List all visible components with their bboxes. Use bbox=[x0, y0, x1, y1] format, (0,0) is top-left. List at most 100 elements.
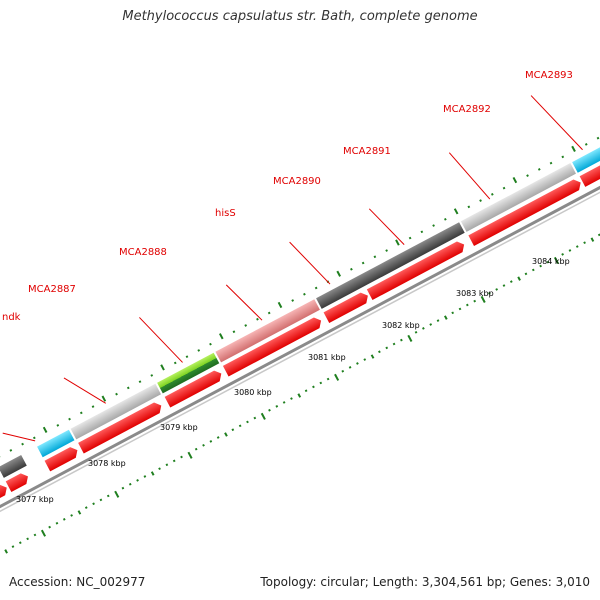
leader-line bbox=[139, 317, 183, 363]
gene-segment[interactable] bbox=[316, 222, 465, 309]
scale-tick bbox=[143, 475, 147, 478]
outer-tick bbox=[291, 299, 295, 302]
outer-tick bbox=[256, 317, 259, 321]
kbp-label: 3078 kbp bbox=[88, 459, 126, 468]
gene-segment[interactable] bbox=[460, 163, 576, 232]
scale-tick bbox=[128, 482, 132, 486]
scale-tick bbox=[422, 327, 425, 330]
gene-label-mca2890[interactable]: MCA2890 bbox=[273, 176, 321, 187]
cds-arrow[interactable] bbox=[44, 445, 81, 472]
kbp-label: 3081 kbp bbox=[308, 353, 346, 362]
scale-tick bbox=[84, 506, 88, 509]
scale-tick bbox=[55, 521, 59, 525]
cds-arrow[interactable] bbox=[78, 400, 164, 454]
scale-tick bbox=[385, 346, 389, 350]
scale-tick bbox=[539, 264, 542, 268]
outer-tick bbox=[561, 155, 565, 159]
genome-backbone-inner bbox=[0, 123, 600, 539]
cds-arrow[interactable] bbox=[468, 177, 583, 246]
outer-tick bbox=[443, 217, 447, 221]
scale-tick bbox=[348, 366, 352, 369]
gene-label-mca2892[interactable]: MCA2892 bbox=[443, 104, 491, 115]
gene-label-mca2891[interactable]: MCA2891 bbox=[343, 146, 391, 157]
outer-tick bbox=[32, 436, 36, 440]
scale-tick bbox=[378, 350, 381, 354]
cds-arrow[interactable] bbox=[323, 290, 371, 323]
cds-arrow[interactable] bbox=[5, 471, 31, 492]
scale-tick bbox=[136, 479, 139, 482]
label-leaders bbox=[2, 95, 583, 442]
scale-tick bbox=[407, 334, 413, 342]
outer-tick bbox=[490, 192, 494, 196]
page-title: Methylococcus capsulatus str. Bath, comp… bbox=[122, 9, 478, 24]
scale-tick-row bbox=[4, 233, 600, 554]
scale-tick bbox=[553, 256, 559, 265]
scale-tick bbox=[312, 385, 315, 389]
outer-tick bbox=[314, 286, 318, 290]
scale-tick bbox=[216, 436, 220, 439]
kbp-label: 3084 kbp bbox=[532, 257, 570, 266]
outer-tick bbox=[432, 224, 435, 227]
cds-arrow[interactable] bbox=[0, 482, 10, 505]
scale-tick bbox=[268, 408, 271, 412]
scale-tick bbox=[121, 486, 125, 490]
cds-track bbox=[0, 150, 600, 505]
kbp-label: 3080 kbp bbox=[234, 388, 272, 397]
scale-tick bbox=[187, 451, 193, 459]
gene-label-ndk[interactable]: ndk bbox=[2, 312, 21, 323]
outer-tick bbox=[584, 143, 588, 146]
cds-arrow[interactable] bbox=[222, 315, 324, 377]
gene-labels: ndk MCA2887 MCA2888 hisS MCA2890 MCA2891… bbox=[2, 70, 573, 323]
scale-tick bbox=[202, 443, 205, 447]
outer-tick bbox=[218, 333, 224, 340]
scale-tick bbox=[517, 276, 521, 281]
scale-tick bbox=[561, 253, 564, 256]
gene-segment[interactable] bbox=[70, 383, 161, 440]
genome-backbone bbox=[0, 119, 600, 536]
scale-tick bbox=[253, 416, 257, 420]
scale-tick bbox=[180, 455, 183, 459]
cds-arrow[interactable] bbox=[366, 239, 467, 300]
cds-arrow[interactable] bbox=[164, 368, 224, 408]
gene-segment[interactable] bbox=[572, 136, 600, 173]
scale-tick bbox=[392, 342, 396, 346]
leader-line bbox=[2, 432, 36, 442]
gene-label-hiss[interactable]: hisS bbox=[215, 208, 236, 219]
outer-tick bbox=[479, 199, 482, 202]
outer-tick bbox=[244, 324, 248, 327]
accession-text: Accession: NC_002977 bbox=[9, 575, 146, 589]
scale-tick bbox=[451, 311, 455, 315]
gene-segment[interactable] bbox=[0, 455, 27, 478]
gene-label-mca2888[interactable]: MCA2888 bbox=[119, 247, 167, 258]
scale-tick bbox=[172, 459, 176, 463]
outer-tick bbox=[467, 205, 471, 209]
gene-label-mca2893[interactable]: MCA2893 bbox=[525, 70, 573, 81]
scale-tick bbox=[341, 369, 345, 373]
scale-tick bbox=[231, 428, 235, 432]
cds-arrow[interactable] bbox=[579, 150, 600, 187]
scale-tick bbox=[334, 373, 340, 381]
outer-tick bbox=[596, 136, 600, 140]
scale-tick bbox=[414, 330, 418, 334]
outer-tick bbox=[549, 161, 553, 165]
scale-tick bbox=[473, 299, 477, 303]
gene-segment[interactable] bbox=[215, 299, 320, 363]
outer-tick bbox=[9, 448, 13, 452]
scale-tick bbox=[238, 424, 242, 428]
kbp-label: 3083 kbp bbox=[456, 289, 494, 298]
scale-tick bbox=[275, 404, 279, 408]
leader-line bbox=[63, 377, 107, 404]
scale-tick bbox=[509, 280, 513, 283]
leader-line bbox=[225, 284, 263, 321]
scale-tick bbox=[297, 393, 302, 398]
scale-tick bbox=[531, 268, 535, 272]
scale-tick bbox=[458, 307, 462, 311]
scale-tick bbox=[246, 420, 249, 424]
gene-segment[interactable] bbox=[37, 429, 75, 458]
gene-label-mca2887[interactable]: MCA2887 bbox=[28, 284, 76, 295]
topology-text: Topology: circular; Length: 3,304,561 bp… bbox=[260, 575, 590, 589]
outer-tick bbox=[453, 208, 459, 215]
gene-segment[interactable] bbox=[157, 352, 220, 394]
scale-tick bbox=[18, 541, 22, 545]
